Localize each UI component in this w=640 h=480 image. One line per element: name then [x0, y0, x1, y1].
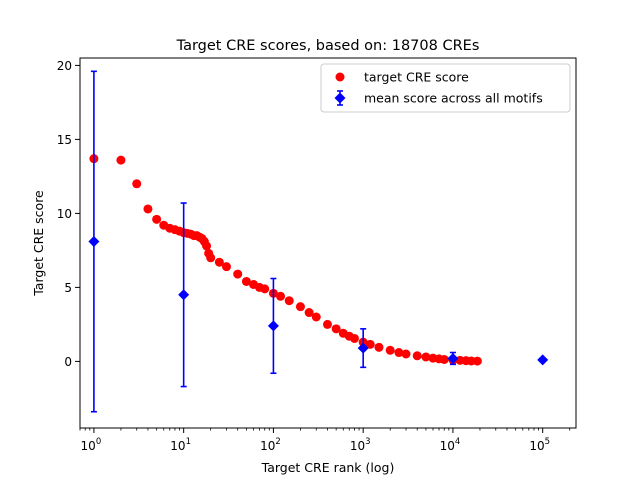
data-series — [88, 70, 549, 413]
plot-area — [80, 58, 576, 428]
data-point — [472, 356, 482, 366]
x-tick-exponent: 4 — [455, 437, 460, 447]
data-point — [233, 269, 243, 279]
mean-marker — [537, 354, 549, 366]
x-tick-exponent: 1 — [186, 437, 191, 447]
data-point — [412, 351, 422, 361]
data-point — [260, 284, 270, 294]
series-1 — [88, 70, 549, 413]
data-point — [304, 308, 314, 318]
x-tick-label: 100 — [81, 437, 102, 453]
x-tick-exponent: 3 — [365, 437, 370, 447]
legend: target CRE score mean score across all mo… — [320, 63, 571, 113]
data-point — [202, 241, 212, 251]
x-axis-label: Target CRE rank (log) — [261, 460, 395, 475]
data-point — [116, 155, 126, 165]
legend-label: target CRE score — [364, 70, 469, 85]
mean-marker — [267, 320, 279, 332]
x-tick-base: 10 — [81, 439, 96, 453]
legend-box — [320, 63, 571, 113]
x-tick-label: 102 — [260, 437, 281, 453]
x-tick-exponent: 5 — [545, 437, 550, 447]
data-point — [152, 214, 162, 224]
data-point — [421, 352, 431, 362]
data-point — [322, 319, 332, 329]
y-tick-label: 10 — [57, 207, 72, 221]
data-point — [221, 262, 231, 272]
data-point — [365, 339, 375, 349]
data-point — [401, 349, 411, 359]
y-tick-label: 0 — [64, 355, 72, 369]
data-point — [439, 354, 449, 364]
x-tick-base: 10 — [529, 439, 544, 453]
series-0 — [89, 154, 482, 366]
x-tick-base: 10 — [260, 439, 275, 453]
x-tick-label: 101 — [170, 437, 191, 453]
x-tick-label: 105 — [529, 437, 550, 453]
data-point — [311, 312, 321, 322]
x-tick-label: 103 — [350, 437, 371, 453]
data-point — [295, 302, 305, 312]
y-tick-label: 15 — [57, 133, 72, 147]
legend-label: mean score across all motifs — [364, 91, 543, 106]
chart-title: Target CRE scores, based on: 18708 CREs — [176, 38, 480, 54]
data-point — [143, 204, 153, 214]
legend-marker-diamond — [334, 92, 346, 104]
x-tick-exponent: 2 — [275, 437, 280, 447]
mean-marker — [178, 289, 190, 301]
y-tick-label: 20 — [57, 59, 72, 73]
data-point — [214, 257, 224, 267]
mean-marker — [447, 352, 459, 364]
x-tick-base: 10 — [170, 439, 185, 453]
data-point — [394, 348, 404, 358]
y-axis-label: Target CRE score — [31, 190, 46, 297]
mean-marker — [88, 236, 100, 248]
data-point — [206, 253, 216, 263]
axes-frame — [79, 57, 577, 429]
data-point — [374, 342, 384, 352]
plot-background — [80, 58, 576, 428]
y-tick-label: 5 — [64, 281, 72, 295]
data-point — [241, 276, 251, 286]
x-tick-exponent: 0 — [96, 437, 101, 447]
data-point — [284, 296, 294, 306]
legend-marker-circle — [335, 72, 345, 82]
data-point — [349, 333, 359, 343]
x-tick-base: 10 — [440, 439, 455, 453]
mean-marker — [357, 342, 369, 354]
x-tick-label: 104 — [440, 437, 461, 453]
x-tick-base: 10 — [350, 439, 365, 453]
data-point — [331, 324, 341, 334]
data-point — [276, 291, 286, 301]
data-point — [385, 345, 395, 355]
data-point — [132, 179, 142, 189]
